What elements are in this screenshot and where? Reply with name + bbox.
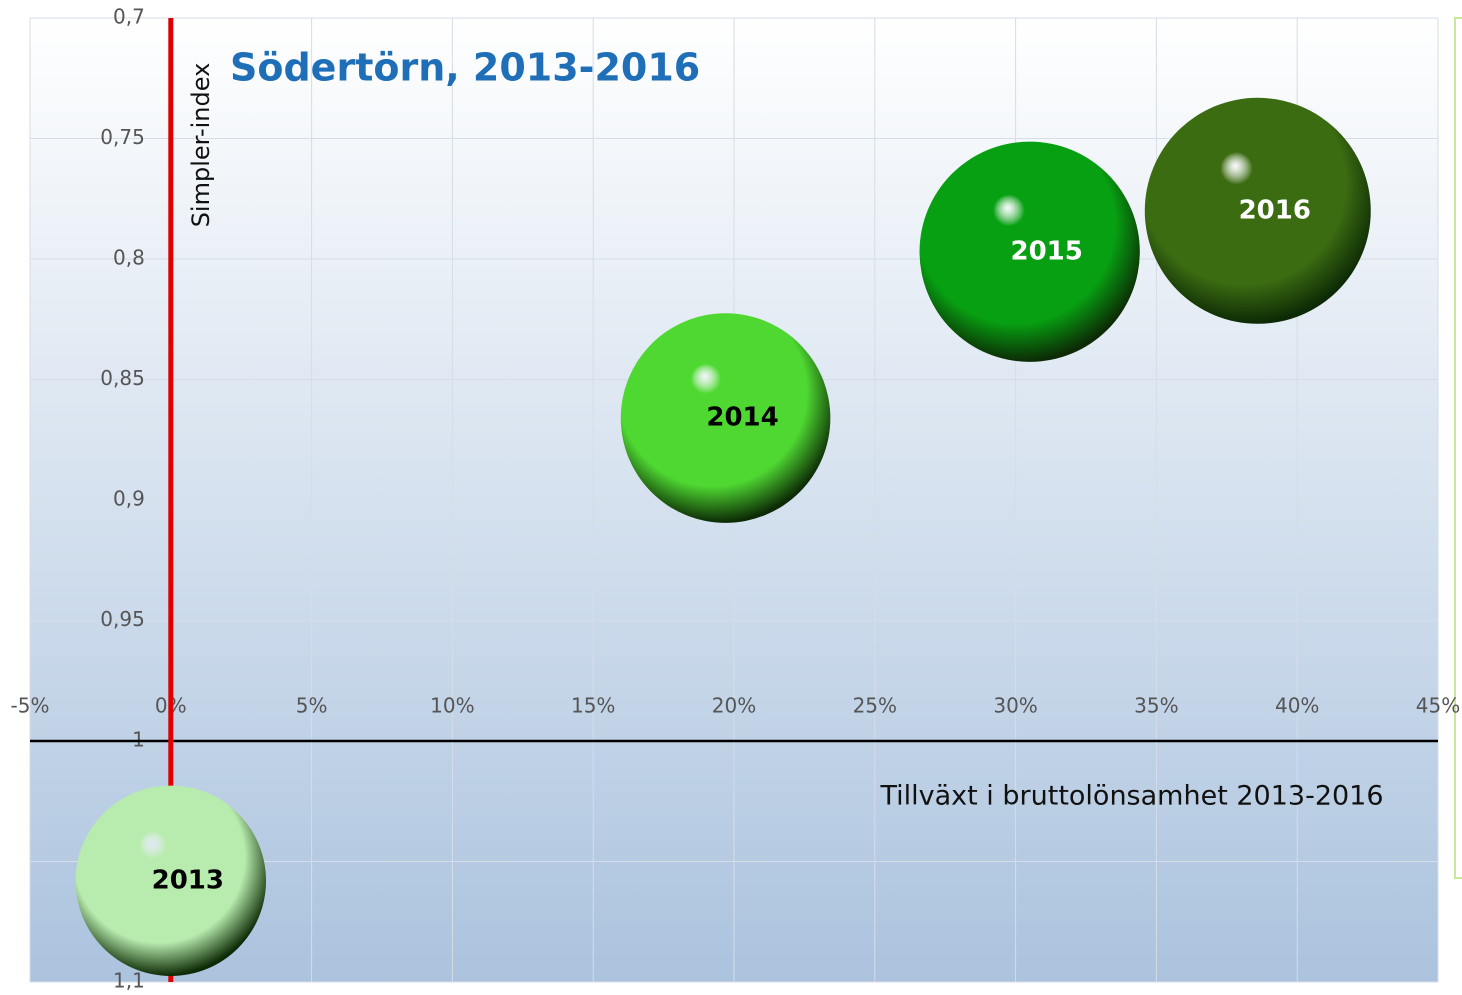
x-tick-label: 30% xyxy=(993,694,1037,718)
x-tick-label: 10% xyxy=(430,694,474,718)
y-axis-label: Simpler-index xyxy=(187,63,215,228)
x-tick-label: 5% xyxy=(296,694,328,718)
bubble-label: 2014 xyxy=(706,403,778,433)
y-tick-label: 0,8 xyxy=(113,246,145,270)
y-tick-label: 0,75 xyxy=(100,125,145,149)
y-tick-label: 0,7 xyxy=(113,5,145,29)
bubbles: 2013 2014 2015 2016 xyxy=(75,97,1371,976)
bubble xyxy=(75,785,267,976)
y-tick-label: 1,1 xyxy=(113,969,145,993)
x-tick-label: 35% xyxy=(1134,694,1178,718)
bubble-label: 2015 xyxy=(1010,236,1082,266)
x-tick-label: 15% xyxy=(571,694,615,718)
bubble xyxy=(919,141,1140,362)
x-tick-label: 40% xyxy=(1275,694,1319,718)
chart-title: Södertörn, 2013-2016 xyxy=(230,46,700,90)
x-tick-label: 45% xyxy=(1416,694,1460,718)
x-tick-label: -5% xyxy=(11,694,50,718)
x-tick-label: 20% xyxy=(712,694,756,718)
y-tick-label: 0,95 xyxy=(100,607,145,631)
y-tick-label: 0,85 xyxy=(100,366,145,390)
y-tick-label: 1 xyxy=(132,728,145,752)
bubble-label: 2016 xyxy=(1239,195,1311,225)
x-axis-label: Tillväxt i bruttolönsamhet 2013-2016 xyxy=(879,781,1383,812)
bubble xyxy=(1144,97,1371,324)
x-tick-label: 25% xyxy=(853,694,897,718)
bubble xyxy=(620,313,831,523)
y-tick-label: 0,9 xyxy=(113,487,145,511)
bubble-label: 2013 xyxy=(152,865,224,895)
legend-frame xyxy=(1454,17,1462,879)
